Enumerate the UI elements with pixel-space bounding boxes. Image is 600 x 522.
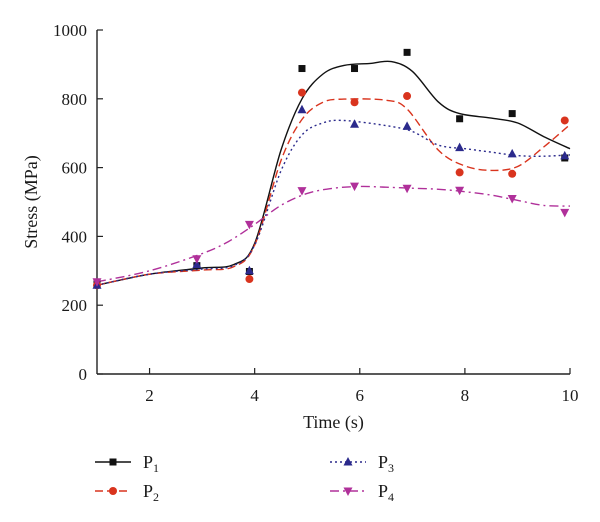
data-point-p1: [351, 65, 359, 73]
fit-curve-p3: [96, 119, 571, 286]
y-tick-label: 0: [79, 365, 88, 384]
legend-label-p1: P1: [143, 452, 159, 475]
data-point-p2: [245, 275, 254, 284]
legend-marker-p2: [109, 487, 117, 495]
data-point-p4: [92, 278, 102, 287]
data-point-p4: [244, 220, 254, 230]
data-point-p2: [350, 98, 359, 107]
y-axis-title: Stress (MPa): [21, 155, 42, 249]
data-point-p1: [508, 110, 516, 118]
y-tick-label: 1000: [53, 21, 87, 40]
plot-axes: 0 200 400 600 800 1000 2 4 6 8 10: [53, 21, 579, 405]
data-point-p4: [350, 182, 360, 192]
data-point-p1: [298, 65, 306, 73]
data-point-p2: [508, 169, 517, 178]
x-tick-label: 8: [461, 386, 470, 405]
data-point-p3: [507, 148, 517, 158]
x-tick-label: 4: [250, 386, 259, 405]
data-point-p4: [455, 186, 465, 196]
data-point-p2: [403, 92, 412, 101]
data-point-p4: [507, 195, 517, 204]
data-point-p3: [350, 119, 360, 128]
data-point-p2: [455, 168, 464, 177]
x-tick-label: 6: [356, 386, 365, 405]
fit-curves: [96, 60, 571, 286]
legend-label-p4: P4: [378, 481, 394, 504]
x-tick-label: 10: [562, 386, 579, 405]
data-point-p4: [192, 255, 202, 264]
legend-marker-p4: [343, 487, 353, 496]
y-tick-label: 800: [62, 90, 88, 109]
x-tick-label: 2: [145, 386, 154, 405]
fit-curve-p2: [96, 98, 571, 286]
data-point-p1: [456, 115, 464, 123]
legend-marker-p1: [109, 458, 117, 466]
data-point-p3: [192, 259, 202, 269]
data-point-p3: [297, 104, 307, 114]
data-point-p4: [297, 187, 307, 196]
x-axis-title: Time (s): [303, 412, 364, 433]
data-point-p2: [297, 88, 306, 97]
fit-curve-p4: [96, 185, 571, 283]
y-tick-label: 200: [62, 296, 88, 315]
data-point-p4: [402, 184, 412, 194]
data-markers: [92, 48, 570, 290]
data-point-p3: [244, 265, 254, 275]
data-point-p3: [455, 142, 465, 152]
data-point-p4: [560, 208, 570, 218]
legend-label-p2: P2: [143, 481, 159, 504]
y-tick-label: 600: [62, 159, 88, 178]
legend-marker-p3: [343, 457, 353, 466]
fit-curve-p1: [96, 60, 571, 286]
data-point-p3: [560, 150, 570, 160]
legend-label-p3: P3: [378, 452, 394, 475]
data-point-p2: [560, 116, 569, 125]
data-point-p3: [402, 121, 412, 130]
y-tick-label: 400: [62, 227, 88, 246]
legend: P1 P2 P3 P4: [95, 452, 394, 504]
data-point-p1: [403, 48, 411, 56]
